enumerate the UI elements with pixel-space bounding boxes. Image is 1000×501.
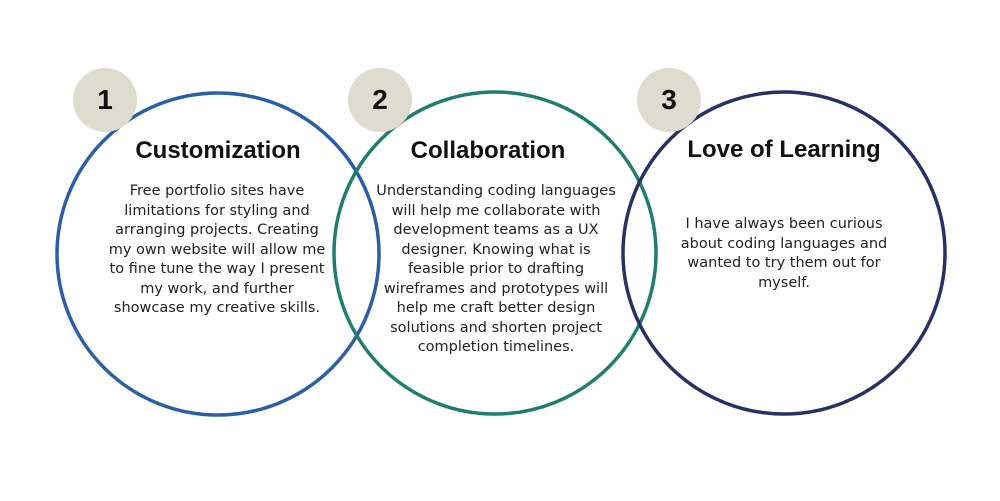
ring-love-of-learning [621, 90, 947, 416]
step-1-badge: 1 [73, 68, 137, 132]
text-line: arranging projects. Creating [115, 222, 319, 238]
text-line: wanted to try them out for [687, 255, 881, 271]
customization-text: Free portfolio sites have limitations fo… [88, 182, 346, 319]
text-line: about coding languages and [680, 235, 888, 252]
text-line: Understanding coding languages [376, 183, 616, 199]
text-line: will help me collaborate with [391, 202, 601, 219]
text-line: solutions and shorten project [390, 319, 602, 336]
text-line: to fine tune the way I present [109, 261, 325, 277]
text-line: myself. [758, 274, 810, 291]
text-line: help me craft better design [396, 300, 596, 316]
text-line: my work, and further [140, 280, 294, 297]
text-line: development teams as a UX [393, 222, 599, 238]
text-line: wireframes and prototypes will [383, 280, 609, 297]
ring-collaboration [332, 90, 658, 416]
text-line: limitations for styling and [124, 202, 310, 219]
step-2-badge: 2 [348, 68, 412, 132]
collaboration-text: Understanding coding languages will help… [363, 182, 629, 358]
collaboration-title: Collaboration [410, 137, 566, 164]
step-3-number: 3 [661, 84, 677, 115]
ring-customization [55, 91, 381, 417]
step-2-number: 2 [372, 84, 388, 115]
love-of-learning-title: Love of Learning [687, 136, 881, 163]
step-3-badge: 3 [637, 68, 701, 132]
text-line: showcase my creative skills. [113, 300, 321, 316]
text-line: I have always been curious [685, 216, 883, 232]
love-of-learning-text: I have always been curious about coding … [664, 215, 904, 293]
text-line: feasible prior to drafting [407, 261, 585, 277]
text-line: my own website will allow me [108, 241, 326, 258]
text-line: completion timelines. [417, 339, 575, 355]
text-line: designer. Knowing what is [401, 241, 591, 258]
step-1-number: 1 [97, 84, 113, 115]
customization-title: Customization [135, 137, 301, 164]
text-line: Free portfolio sites have [129, 183, 305, 199]
